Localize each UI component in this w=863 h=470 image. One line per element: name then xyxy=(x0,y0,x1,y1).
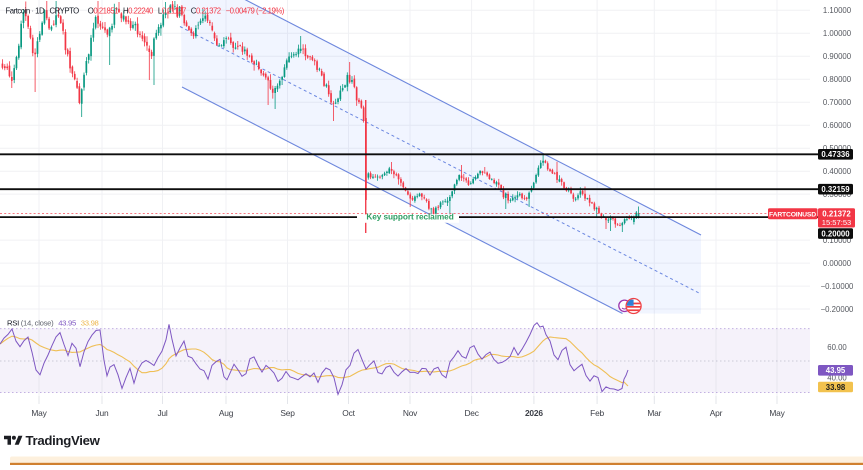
svg-text:TradingView: TradingView xyxy=(26,433,101,448)
svg-text:1.00000: 1.00000 xyxy=(823,29,852,38)
svg-text:Aug: Aug xyxy=(219,408,234,418)
svg-text:Nov: Nov xyxy=(403,408,418,418)
svg-text:0.47336: 0.47336 xyxy=(821,150,850,159)
svg-text:−0.20000: −0.20000 xyxy=(821,305,854,314)
svg-text:33.98: 33.98 xyxy=(826,383,846,392)
svg-text:Dec: Dec xyxy=(464,408,478,418)
svg-text:0.00000: 0.00000 xyxy=(823,259,852,268)
svg-text:May: May xyxy=(769,408,785,418)
svg-text:0.40000: 0.40000 xyxy=(823,167,852,176)
svg-text:0.32159: 0.32159 xyxy=(821,185,850,194)
svg-text:0.80000: 0.80000 xyxy=(823,75,852,84)
svg-text:−0.10000: −0.10000 xyxy=(821,282,854,291)
svg-text:0.21372: 0.21372 xyxy=(822,210,851,219)
svg-text:Feb: Feb xyxy=(590,408,604,418)
svg-text:Oct: Oct xyxy=(342,408,355,418)
svg-text:2026: 2026 xyxy=(525,408,543,418)
svg-text:0.50000: 0.50000 xyxy=(823,144,852,153)
svg-text:43.95: 43.95 xyxy=(826,366,846,375)
svg-text:1.10000: 1.10000 xyxy=(823,6,852,15)
svg-text:0.70000: 0.70000 xyxy=(823,98,852,107)
svg-text:Jun: Jun xyxy=(96,408,109,418)
svg-text:0.20000: 0.20000 xyxy=(821,229,850,238)
svg-text:RSI (14, close) 43.95 33.98: RSI (14, close) 43.95 33.98 xyxy=(7,318,99,327)
svg-text:May: May xyxy=(31,408,47,418)
svg-text:0.10000: 0.10000 xyxy=(823,236,852,245)
svg-text:Jul: Jul xyxy=(157,408,167,418)
svg-text:Apr: Apr xyxy=(710,408,723,418)
svg-text:60.00: 60.00 xyxy=(827,343,847,352)
svg-text:0.60000: 0.60000 xyxy=(823,121,852,130)
svg-text:40.00: 40.00 xyxy=(827,374,847,383)
svg-text:Mar: Mar xyxy=(647,408,661,418)
svg-text:Sep: Sep xyxy=(280,408,295,418)
svg-text:FARTCOINUSD: FARTCOINUSD xyxy=(769,211,816,218)
svg-text:Key support reclaimed: Key support reclaimed xyxy=(366,212,453,222)
svg-text:0.90000: 0.90000 xyxy=(823,52,852,61)
svg-text:15:57:53: 15:57:53 xyxy=(822,218,852,227)
